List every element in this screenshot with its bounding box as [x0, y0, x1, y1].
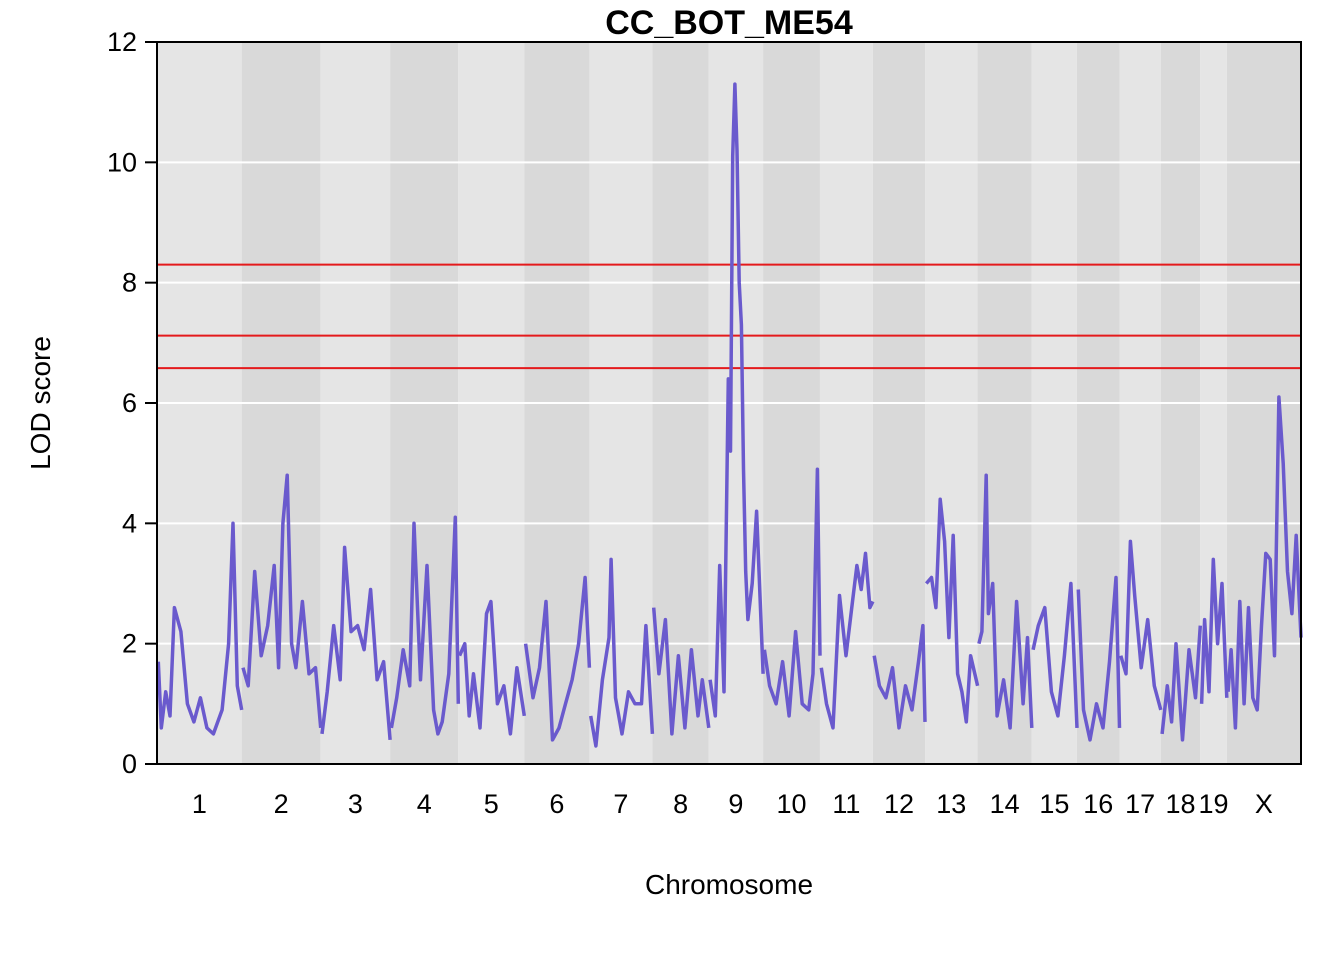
lod-line-chr-X: [1226, 395, 1303, 730]
x-tick-label-12: 12: [884, 789, 914, 819]
lod-line-chr-5: [457, 599, 527, 736]
x-tick-label-17: 17: [1125, 789, 1155, 819]
y-axis: 0 2 4 6 8 10 12: [107, 27, 158, 779]
x-axis: 1 2 3 4 5 6 7 8 9 10 11 12 13 14 15 16 17 18 19 X: [192, 789, 1273, 819]
lod-line-chr-15: [1031, 581, 1079, 728]
y-tick-label-10: 10: [107, 147, 137, 177]
threshold-lines: [157, 263, 1301, 370]
x-tick-label-10: 10: [776, 789, 806, 819]
x-tick-label-19: 19: [1198, 789, 1228, 819]
grid-lines: [157, 161, 1301, 645]
lod-line-chr-19: [1199, 557, 1229, 704]
y-tick-label-2: 2: [122, 629, 137, 659]
x-tick-label-2: 2: [274, 789, 289, 819]
lod-line-chr-18: [1160, 625, 1203, 742]
x-tick-label-11: 11: [832, 789, 860, 819]
lod-line-chr-13: [924, 497, 980, 724]
x-tick-label-8: 8: [673, 789, 688, 819]
y-tick-label-12: 12: [107, 27, 137, 57]
x-tick-label-3: 3: [348, 789, 363, 819]
lod-line-chr-6: [523, 575, 592, 742]
x-tick-label-13: 13: [936, 789, 966, 819]
y-tick-label-8: 8: [122, 268, 137, 298]
x-tick-label-6: 6: [549, 789, 564, 819]
lod-line-chr-2: [241, 473, 323, 729]
chart-title: CC_BOT_ME54: [605, 4, 853, 42]
x-tick-label-X: X: [1255, 789, 1273, 819]
x-tick-label-1: 1: [192, 789, 207, 819]
lod-line-chr-3: [320, 545, 392, 741]
lod-line-chr-17: [1119, 539, 1163, 711]
x-tick-label-9: 9: [728, 789, 743, 819]
y-axis-label: LOD score: [25, 336, 56, 470]
lod-line-chr-7: [588, 557, 655, 748]
x-tick-label-15: 15: [1039, 789, 1069, 819]
y-tick-label-4: 4: [122, 508, 137, 538]
x-tick-label-16: 16: [1083, 789, 1113, 819]
x-tick-label-14: 14: [990, 789, 1020, 819]
lod-line-chr-16: [1076, 575, 1122, 742]
lod-line-chr-14: [977, 473, 1034, 730]
lod-line-chr-12: [872, 623, 927, 730]
x-axis-label: Chromosome: [645, 869, 813, 900]
lod-series: [156, 82, 1303, 748]
lod-line-chr-9: [708, 82, 765, 718]
x-tick-label-18: 18: [1165, 789, 1195, 819]
x-tick-label-4: 4: [417, 789, 432, 819]
lod-line-chr-4: [389, 515, 461, 736]
lod-line-chr-1: [156, 521, 244, 736]
lod-line-chr-11: [819, 551, 875, 730]
y-tick-label-0: 0: [122, 749, 137, 779]
lod-line-chr-10: [762, 467, 822, 718]
lod-line-chr-8: [651, 607, 711, 736]
x-tick-label-7: 7: [613, 789, 628, 819]
x-tick-label-5: 5: [484, 789, 499, 819]
y-tick-label-6: 6: [122, 388, 137, 418]
